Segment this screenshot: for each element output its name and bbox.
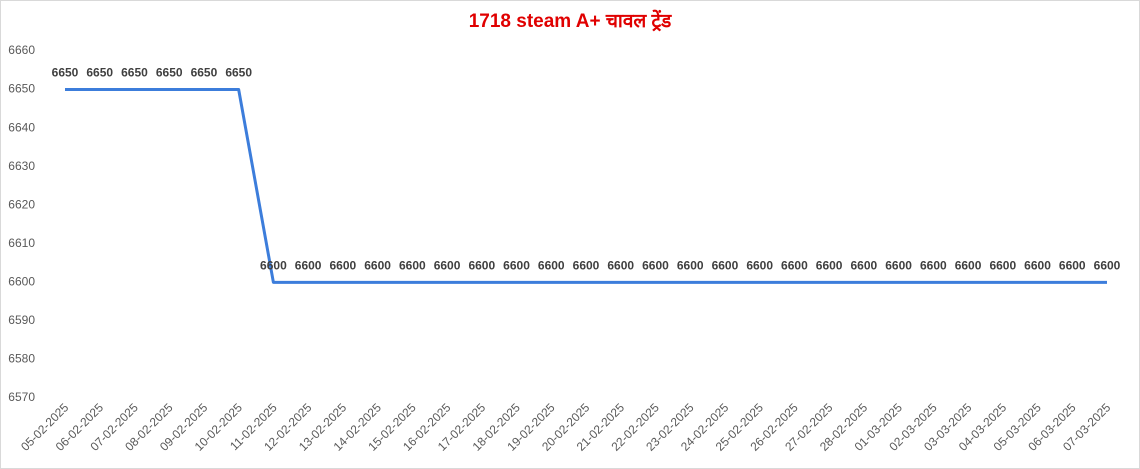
data-label: 6600: [260, 259, 287, 273]
data-label: 6600: [434, 259, 461, 273]
y-tick-label: 6610: [8, 236, 35, 250]
y-tick-label: 6650: [8, 82, 35, 96]
data-label: 6600: [712, 259, 739, 273]
data-label: 6600: [781, 259, 808, 273]
data-label: 6600: [746, 259, 773, 273]
y-tick-label: 6580: [8, 352, 35, 366]
data-label: 6600: [468, 259, 495, 273]
chart-title: 1718 steam A+ चावल ट्रेंड: [469, 9, 672, 32]
data-label: 6600: [642, 259, 669, 273]
y-tick-label: 6630: [8, 159, 35, 173]
y-tick-label: 6620: [8, 197, 35, 211]
data-label: 6650: [225, 66, 252, 80]
data-label: 6600: [1024, 259, 1051, 273]
data-label: 6600: [1059, 259, 1086, 273]
data-label: 6650: [52, 66, 79, 80]
data-label: 6600: [851, 259, 878, 273]
y-tick-label: 6660: [8, 43, 35, 57]
line: [65, 88, 1107, 284]
data-label: 6600: [364, 259, 391, 273]
data-label: 6600: [399, 259, 426, 273]
data-label: 6600: [955, 259, 982, 273]
data-label: 6600: [1094, 259, 1121, 273]
data-label: 6600: [920, 259, 947, 273]
data-label: 6600: [607, 259, 634, 273]
data-label: 6650: [156, 66, 183, 80]
data-label: 6600: [816, 259, 843, 273]
data-label: 6600: [503, 259, 530, 273]
y-tick-label: 6570: [8, 390, 35, 404]
y-tick-label: 6640: [8, 120, 35, 134]
data-label: 6600: [989, 259, 1016, 273]
data-label: 6600: [330, 259, 357, 273]
y-tick-label: 6600: [8, 275, 35, 289]
data-label: 6600: [885, 259, 912, 273]
data-label: 6600: [573, 259, 600, 273]
data-label: 6600: [677, 259, 704, 273]
data-label: 6650: [121, 66, 148, 80]
data-label: 6650: [191, 66, 218, 80]
data-label: 6600: [538, 259, 565, 273]
data-label: 6600: [295, 259, 322, 273]
y-tick-label: 6590: [8, 313, 35, 327]
data-label: 6650: [86, 66, 113, 80]
